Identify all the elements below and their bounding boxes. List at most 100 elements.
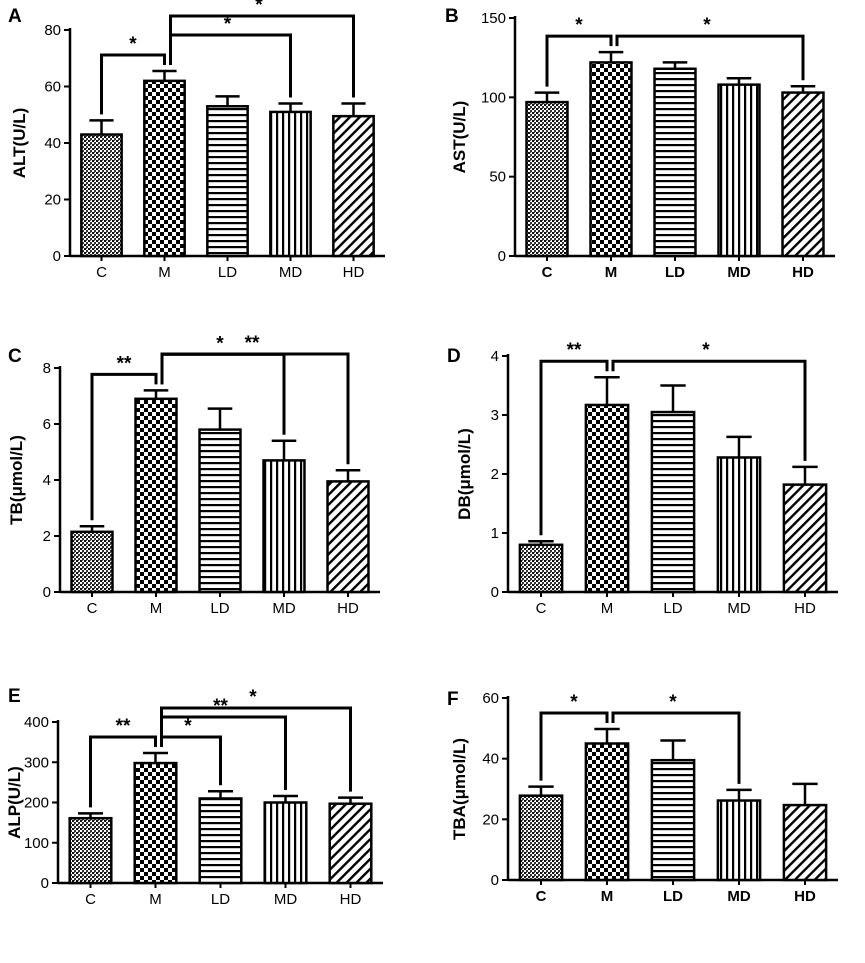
panel-e-y-tick-label: 0 — [41, 875, 49, 892]
panel-a-x-tick-label: C — [96, 264, 107, 281]
panel-a-y-tick-label: 40 — [44, 135, 61, 152]
panel-f-bar-c — [518, 794, 564, 882]
panel-f-bar-hd — [782, 803, 828, 882]
panel-f-significance-bracket — [611, 711, 741, 784]
panel-b-bar-ld — [653, 67, 697, 258]
panel-f-y-axis-label: TBA(μmol/L) — [450, 738, 469, 840]
panel-d-y-tick-label: 0 — [491, 584, 499, 601]
panel-b-x-tick-label: M — [605, 264, 618, 281]
panel-c-bar-md — [262, 459, 306, 594]
panel-a-significance-label: * — [129, 34, 137, 55]
panel-b-significance-label: * — [575, 15, 583, 36]
panel-e-y-tick-label: 400 — [24, 714, 49, 731]
panel-d-y-tick-label: 2 — [491, 466, 499, 483]
panel-e-x-tick-label: C — [85, 891, 96, 908]
panel-c-significance-bracket — [160, 352, 350, 465]
panel-c-significance-bracket — [160, 352, 286, 435]
panel-a-significance-bracket — [169, 14, 355, 98]
panel-c-x-tick-label: HD — [337, 600, 359, 617]
panel-b-bar-hd — [781, 91, 825, 258]
panel-c-significance-label: * — [216, 333, 224, 354]
panel-a-bar-md — [269, 110, 312, 258]
panel-e-bar-m — [133, 761, 178, 885]
panel-e-x-tick-label: HD — [340, 891, 362, 908]
panel-e-significance-bracket — [89, 735, 157, 808]
panel-e-y-tick-label: 300 — [24, 754, 49, 771]
panel-b-y-axis-label: AST(U/L) — [450, 101, 469, 174]
panel-e-significance-bracket — [160, 715, 287, 791]
panel-b-y-tick-label: 50 — [489, 169, 506, 186]
panel-d-y-axis-label: DB(μmol/L) — [455, 428, 474, 520]
panel-b-significance-bracket — [545, 34, 613, 87]
panel-a-y-axis-label: ALT(U/L) — [10, 108, 29, 179]
panel-d-significance-bracket — [611, 359, 807, 461]
panel-b-significance-bracket — [615, 34, 805, 81]
panel-e-significance-label: ** — [213, 696, 228, 717]
panel-e-x-tick-label: M — [149, 891, 162, 908]
panel-a-x-tick-label: M — [158, 264, 171, 281]
panel-d-significance-label: ** — [567, 340, 582, 361]
panel-d-significance-bracket — [539, 359, 609, 536]
panel-d-x-tick-label: MD — [727, 600, 750, 617]
panel-c-significance-label: ** — [245, 333, 260, 354]
panel-c-y-tick-label: 6 — [43, 416, 51, 433]
panel-b-bar-m — [589, 61, 633, 258]
panel-f-bar-md — [716, 799, 762, 882]
panel-f-bar-m — [584, 742, 630, 882]
panel-b-x-tick-label: C — [542, 264, 553, 281]
panel-f-x-tick-label: LD — [663, 888, 683, 905]
panel-a-bar-c — [80, 133, 123, 258]
panel-f-x-tick-label: HD — [794, 888, 816, 905]
panel-f-y-tick-label: 0 — [491, 872, 499, 889]
panel-d-bar-c — [518, 543, 564, 594]
panel-d-y-tick-label: 3 — [491, 407, 499, 424]
panel-c-y-tick-label: 8 — [43, 360, 51, 377]
panel-c-bar-m — [134, 397, 178, 594]
panel-e-bar-hd — [328, 802, 373, 885]
panel-e-bar-c — [68, 816, 113, 885]
panel-e-y-axis-label: ALP(U/L) — [5, 766, 24, 839]
panel-f-significance-label: * — [669, 692, 677, 713]
panel-f-bar-ld — [650, 758, 696, 882]
panel-a-bar-m — [143, 79, 186, 258]
panel-a-x-tick-label: LD — [218, 264, 237, 281]
panel-d-significance-label: * — [702, 340, 710, 361]
panel-a-x-tick-label: MD — [279, 264, 302, 281]
panel-f-x-tick-label: MD — [727, 888, 750, 905]
panel-d-bar-ld — [650, 410, 696, 594]
panel-b-letter: B — [445, 6, 459, 27]
panel-f-y-tick-label: 60 — [482, 690, 499, 707]
panel-c-x-tick-label: C — [87, 600, 98, 617]
panel-c-significance-label: ** — [117, 353, 132, 374]
panel-b-x-tick-label: HD — [792, 264, 814, 281]
panel-c-y-tick-label: 4 — [43, 472, 51, 489]
panel-b-y-tick-label: 0 — [498, 248, 506, 265]
panel-f-y-tick-label: 20 — [482, 811, 499, 828]
panel-d-x-tick-label: C — [536, 600, 547, 617]
panel-e-y-tick-label: 200 — [24, 795, 49, 812]
panel-c-y-tick-label: 2 — [43, 528, 51, 545]
panel-a-bar-hd — [332, 114, 375, 258]
panel-c-significance-bracket — [90, 372, 158, 521]
panel-e-bar-ld — [198, 797, 243, 885]
panel-b-bar-c — [525, 100, 569, 258]
panel-c-bar-hd — [326, 480, 370, 594]
panel-f-x-tick-label: C — [536, 888, 547, 905]
panel-e-bar-md — [263, 801, 308, 885]
panel-c-y-tick-label: 0 — [43, 584, 51, 601]
panel-f-y-tick-label: 40 — [482, 751, 499, 768]
panel-d-bar-m — [584, 403, 630, 594]
panel-e-significance-bracket — [160, 706, 352, 792]
panel-d-x-tick-label: LD — [663, 600, 682, 617]
panel-b-x-tick-label: LD — [665, 264, 685, 281]
panel-e-significance-label: * — [249, 687, 257, 708]
panel-a-significance-label: * — [224, 14, 232, 35]
panel-a-letter: A — [8, 6, 22, 27]
panel-c-x-tick-label: MD — [272, 600, 295, 617]
panel-b-significance-label: * — [703, 15, 711, 36]
panel-e-significance-label: ** — [116, 716, 131, 737]
panel-e-letter: E — [8, 686, 21, 707]
panel-b-y-tick-label: 150 — [481, 10, 506, 27]
panel-a-significance-label: * — [255, 0, 263, 16]
